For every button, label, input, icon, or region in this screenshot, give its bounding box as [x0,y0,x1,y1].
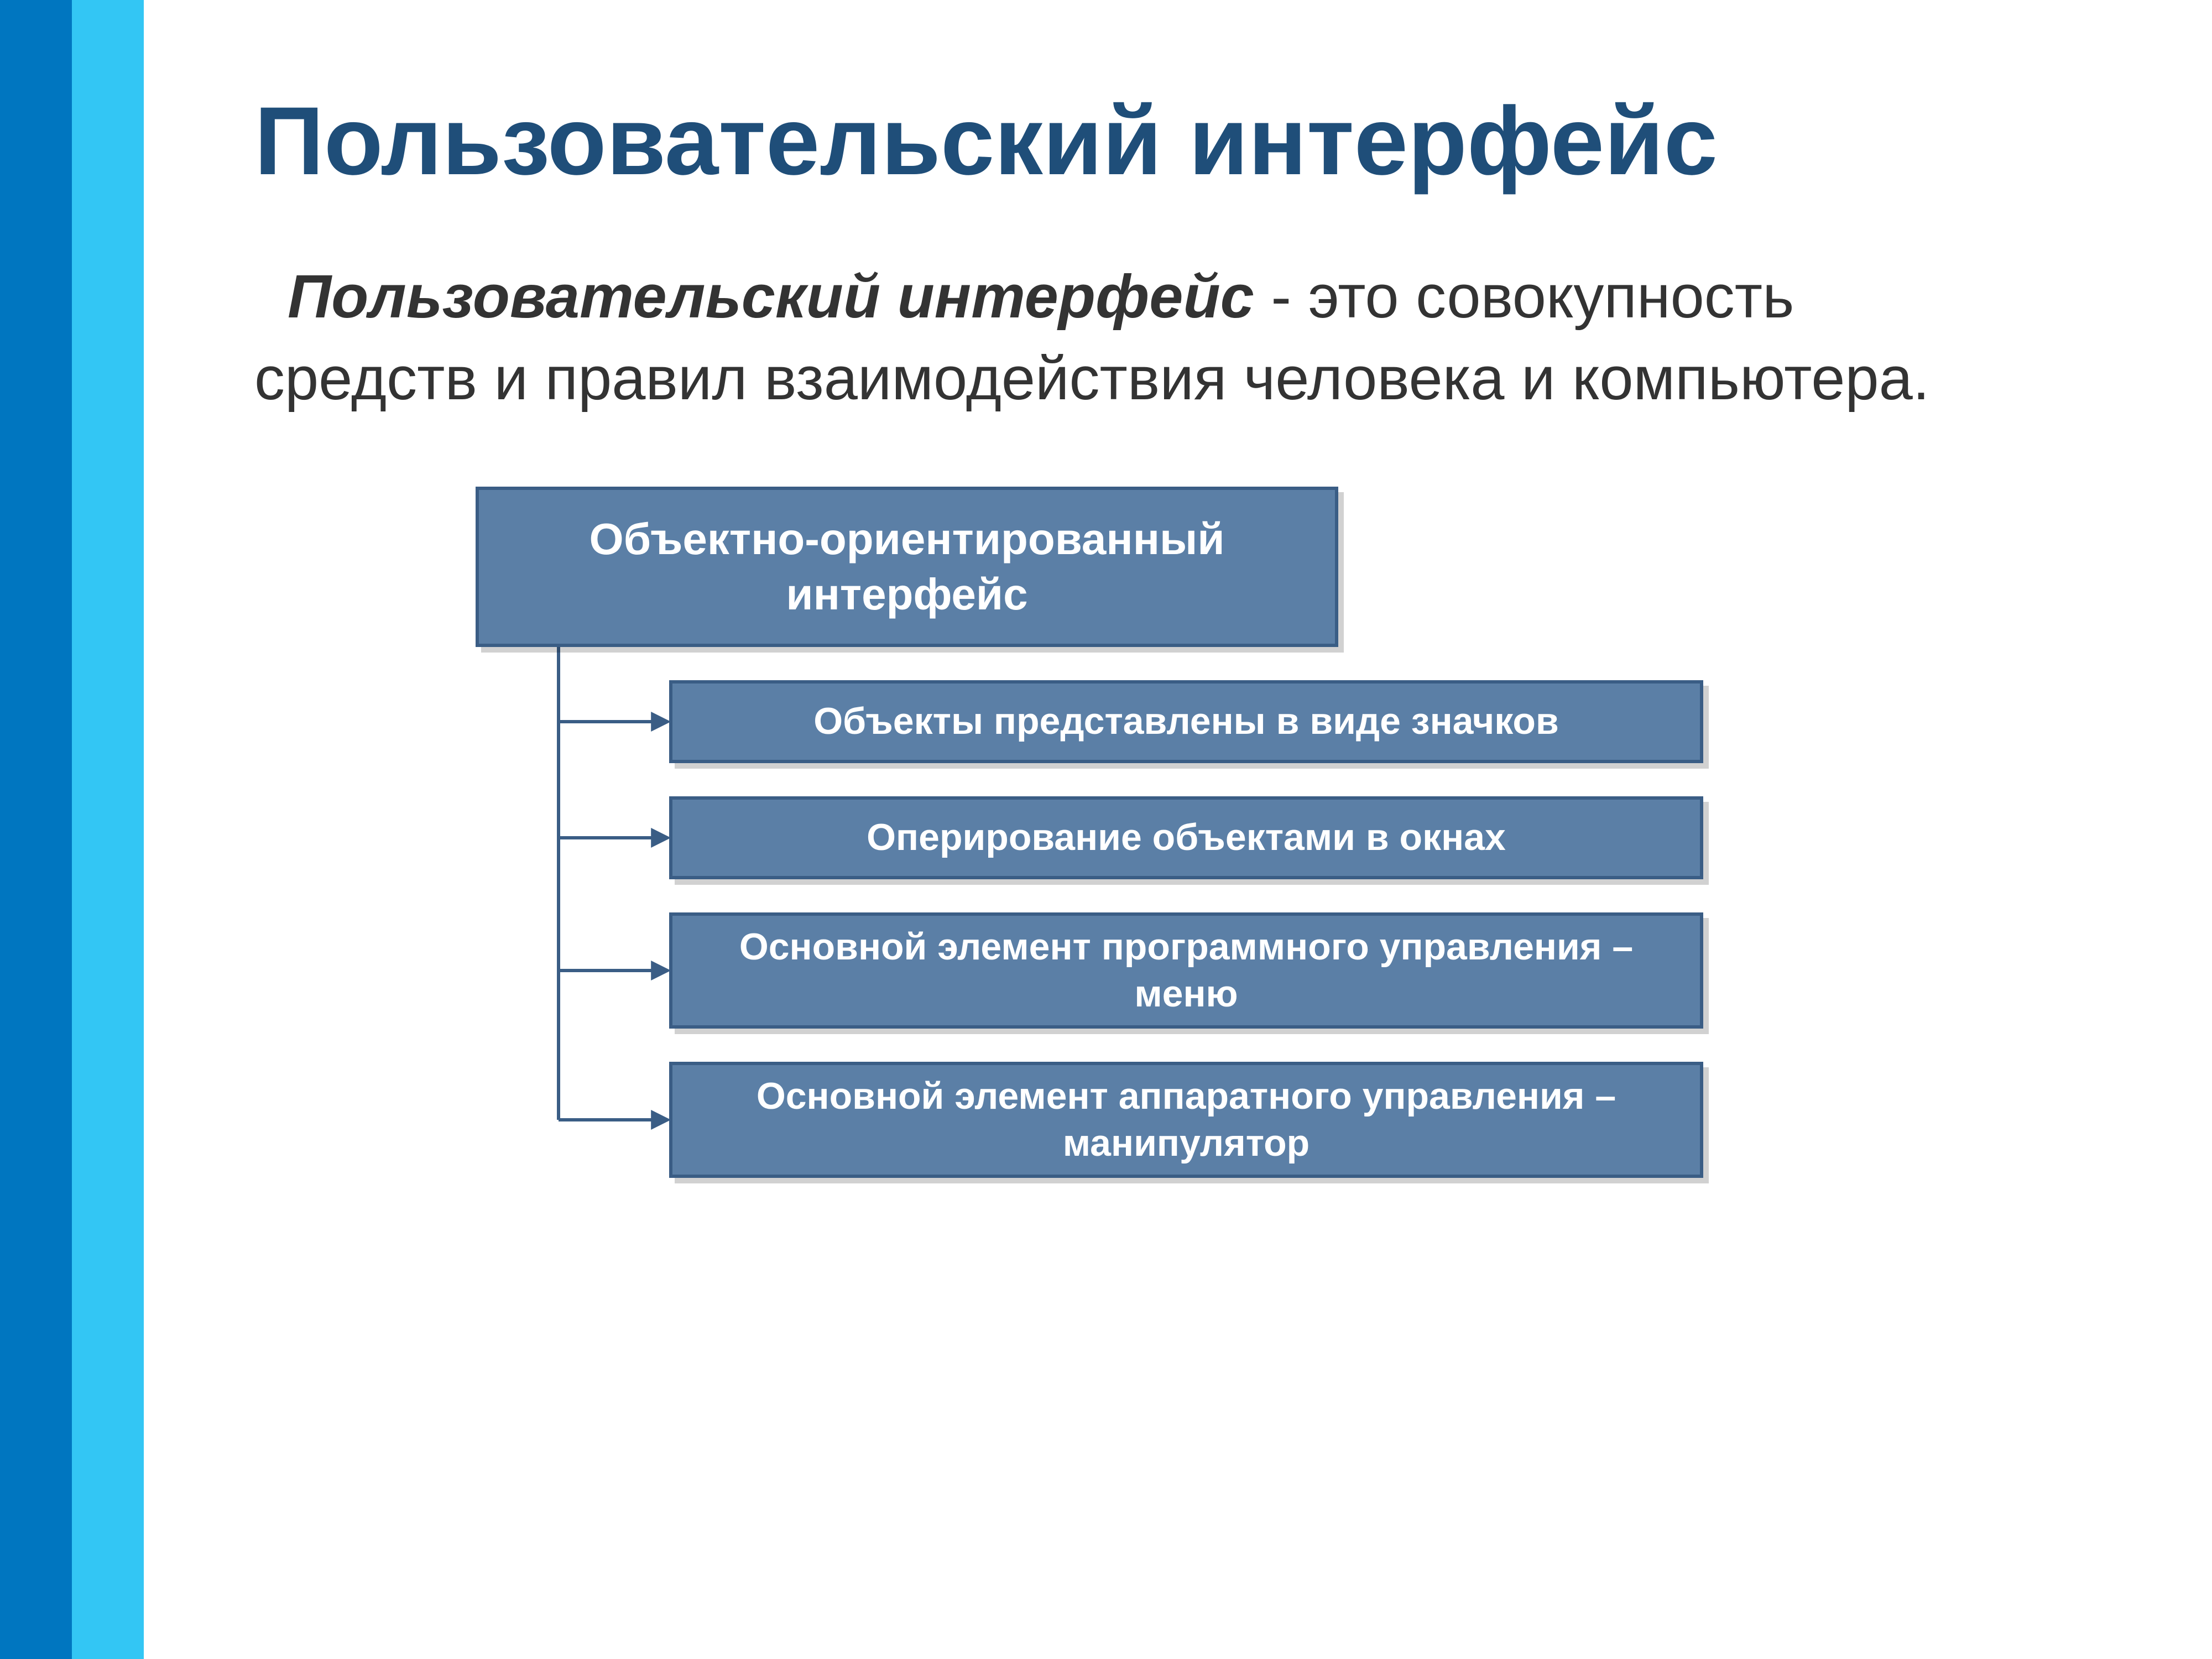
diagram-child-box: Основной элемент аппаратного управления … [669,1062,1703,1178]
diagram-child-box: Объекты представлены в виде значков [669,680,1703,763]
diagram-tree: Объектно-ориентированный интерфейс Объек… [476,487,1803,1178]
diagram-child-box: Оперирование объектами в окнах [669,796,1703,879]
sidebar-stripes [0,0,144,1659]
definition-paragraph: Пользовательский интерфейс - это совокуп… [254,256,2101,420]
diagram-child-label: Основной элемент аппаратного управления … [695,1073,1678,1167]
diagram-header-label: Объектно-ориентированный интерфейс [501,512,1313,622]
diagram-child-label: Оперирование объектами в окнах [867,814,1506,861]
sidebar-stripe-dark [0,0,72,1659]
diagram-child-label: Основной элемент программного управления… [695,924,1678,1018]
sidebar-stripe-light [72,0,144,1659]
diagram-children: Объекты представлены в виде значков Опер… [669,680,1803,1178]
slide-content: Пользовательский интерфейс Пользовательс… [144,0,2212,1659]
diagram-header-box: Объектно-ориентированный интерфейс [476,487,1338,647]
slide-title: Пользовательский интерфейс [254,88,2101,195]
diagram-child-box: Основной элемент программного управления… [669,912,1703,1029]
definition-term: Пользовательский интерфейс [254,263,1254,331]
diagram-child-label: Объекты представлены в виде значков [813,698,1559,745]
